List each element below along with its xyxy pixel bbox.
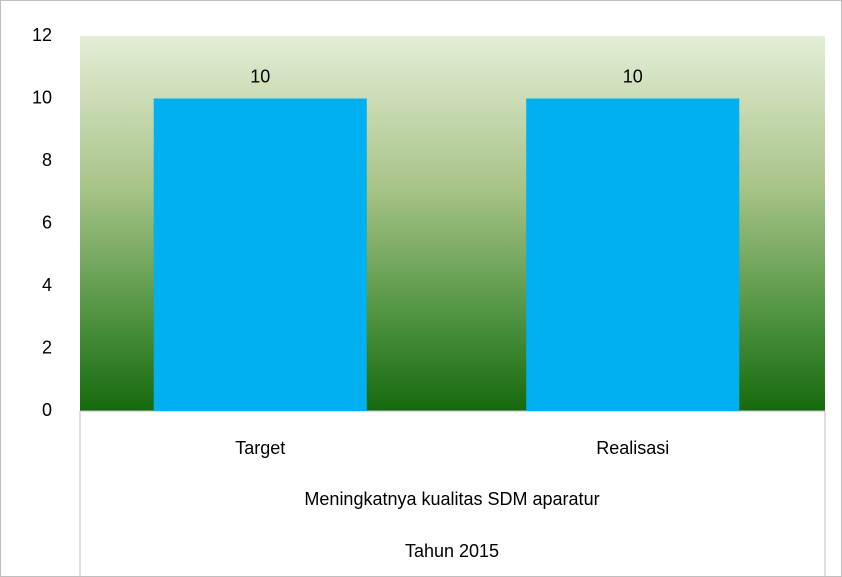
group-label: Meningkatnya kualitas SDM aparatur	[304, 489, 599, 509]
x-tick-label: Realisasi	[596, 438, 669, 458]
y-tick-label: 12	[32, 25, 52, 45]
y-tick-label: 10	[32, 87, 52, 107]
data-label: 10	[250, 66, 270, 86]
bar	[153, 98, 367, 411]
group-label: Tahun 2015	[405, 541, 499, 561]
bar	[526, 98, 740, 411]
x-tick-label: Target	[235, 438, 285, 458]
y-tick-label: 6	[42, 212, 52, 232]
y-tick-label: 8	[42, 150, 52, 170]
y-tick-label: 2	[42, 337, 52, 357]
y-tick-label: 4	[42, 275, 52, 295]
y-tick-label: 0	[42, 400, 52, 420]
data-label: 10	[623, 66, 643, 86]
